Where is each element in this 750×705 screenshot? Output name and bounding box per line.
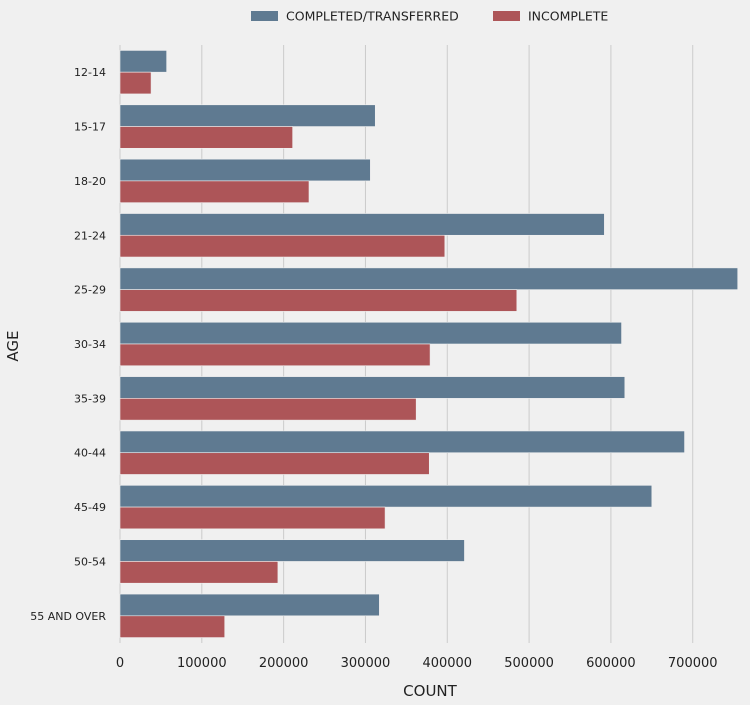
x-tick-label: 400000 xyxy=(422,656,472,671)
y-tick-label: 18-20 xyxy=(74,175,106,188)
bar-completed xyxy=(119,213,605,236)
y-tick-label: 45-49 xyxy=(74,501,106,514)
x-tick-label: 700000 xyxy=(668,656,718,671)
bar-incomplete xyxy=(119,343,431,367)
legend-label-incomplete: INCOMPLETE xyxy=(528,9,608,24)
y-tick-label: 25-29 xyxy=(74,284,106,297)
bar-incomplete xyxy=(119,126,293,149)
legend: COMPLETED/TRANSFERRED INCOMPLETE xyxy=(251,9,608,24)
bar-incomplete xyxy=(119,398,417,421)
y-axis-title: AGE xyxy=(4,330,22,361)
y-tick-label: 55 AND OVER xyxy=(30,610,106,623)
bar-completed xyxy=(119,104,376,127)
bar-completed xyxy=(119,158,371,182)
bar-incomplete xyxy=(119,71,152,95)
x-tick-label: 300000 xyxy=(341,656,391,671)
bar-incomplete xyxy=(119,452,430,475)
bar-completed xyxy=(119,485,653,508)
y-tick-label: 12-14 xyxy=(74,66,106,79)
x-axis-title: COUNT xyxy=(403,682,457,700)
bars xyxy=(119,50,739,638)
bar-incomplete xyxy=(119,561,279,584)
legend-swatch-completed xyxy=(251,11,278,21)
bar-completed xyxy=(119,430,685,454)
bar-incomplete xyxy=(119,615,226,638)
x-tick-label: 200000 xyxy=(259,656,309,671)
bar-completed xyxy=(119,539,465,562)
y-tick-label: 40-44 xyxy=(74,447,106,460)
bar-completed xyxy=(119,321,622,345)
bar-incomplete xyxy=(119,289,518,312)
bar-completed xyxy=(119,376,626,399)
x-tick-label: 600000 xyxy=(586,656,636,671)
y-tick-label: 15-17 xyxy=(74,121,106,134)
bar-incomplete xyxy=(119,234,446,258)
bar-incomplete xyxy=(119,506,386,530)
y-tick-label: 30-34 xyxy=(74,338,106,351)
x-tick-label: 500000 xyxy=(504,656,554,671)
x-tick-label: 100000 xyxy=(177,656,227,671)
bar-completed xyxy=(119,267,739,290)
y-tick-label: 35-39 xyxy=(74,392,106,405)
x-tick-label: 0 xyxy=(116,656,124,671)
y-tick-label: 50-54 xyxy=(74,555,106,568)
bar-completed xyxy=(119,593,380,617)
y-tick-label: 21-24 xyxy=(74,229,106,242)
legend-label-completed: COMPLETED/TRANSFERRED xyxy=(286,9,459,24)
legend-swatch-incomplete xyxy=(493,11,520,21)
bar-completed xyxy=(119,50,167,73)
x-tick-labels: 0 100000 200000 300000 400000 500000 600000 700… xyxy=(116,656,718,671)
bar-incomplete xyxy=(119,180,310,203)
y-tick-labels: 12-14 15-17 18-20 21-24 25-29 30-34 35-39 40-44… xyxy=(30,66,106,623)
